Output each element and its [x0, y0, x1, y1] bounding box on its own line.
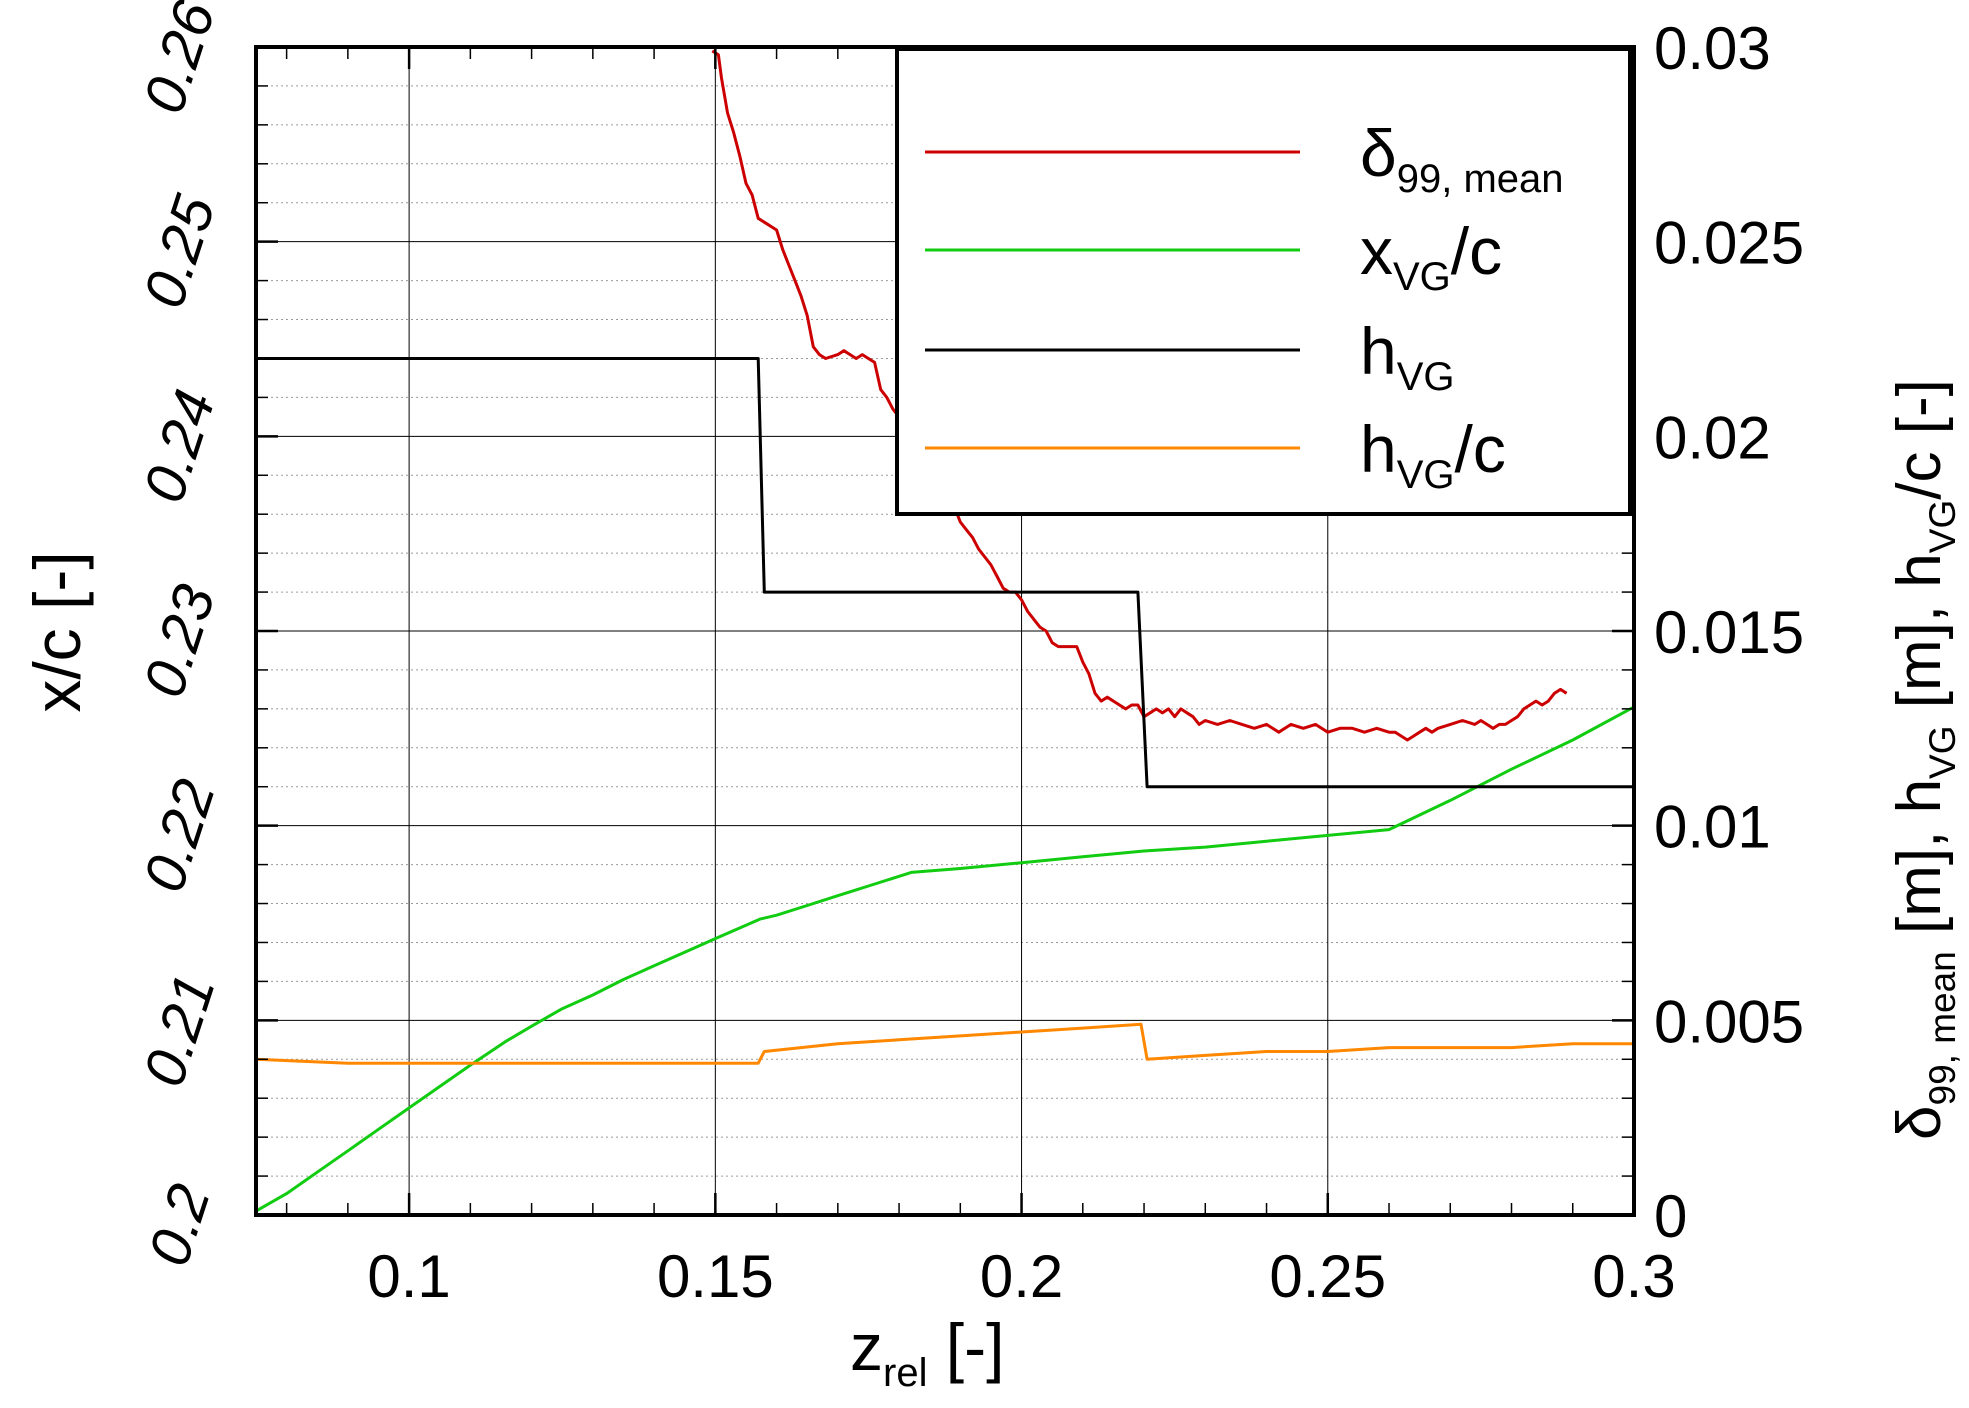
series-line-delta: [711, 49, 1568, 742]
y-left-tick-label: 0.22: [131, 772, 228, 899]
y-right-axis-title: δ99, mean [m], hVG [m], hVG/c [-]: [1885, 379, 1963, 1140]
x-tick-label: 0.25: [1269, 1243, 1386, 1310]
series-line-xvg: [255, 705, 1635, 1213]
y-left-tick-label: 0.21: [131, 967, 228, 1094]
legend-box: [895, 47, 1632, 516]
legend-label-delta-part: δ: [1360, 116, 1397, 190]
y-right-tick-label: 0: [1654, 1183, 1687, 1250]
legend-label-delta-part: 99, mean: [1397, 157, 1564, 201]
series-line-hvg: [256, 357, 1634, 789]
y-right-tick-label: 0.01: [1654, 794, 1771, 861]
y-right-tick-label: 0.02: [1654, 404, 1771, 471]
x-tick-label: 0.1: [367, 1243, 450, 1310]
y-right-axis-title-part: /c [-]: [1885, 379, 1954, 500]
legend-label-xvg: xVG/c: [1360, 214, 1502, 299]
legend-label-hvgc-part: h: [1360, 412, 1397, 486]
legend-label-hvgc: hVG/c: [1360, 412, 1506, 497]
y-right-tick-label: 0.005: [1654, 988, 1804, 1055]
y-right-axis-title-part: [m], h: [1885, 779, 1954, 951]
legend-label-hvg-part: VG: [1397, 355, 1455, 399]
y-left-tick-label: 0.23: [131, 577, 228, 704]
y-left-tick-label: 0.26: [131, 0, 228, 121]
x-axis-title-part: [-]: [927, 1310, 1004, 1384]
y-right-axis-title-part: δ: [1885, 1105, 1954, 1140]
legend-label-delta: δ99, mean: [1360, 116, 1564, 201]
legend-label-hvgc-part: VG: [1397, 453, 1455, 497]
x-axis-title-part: rel: [883, 1351, 927, 1395]
legend-label-xvg-part: /c: [1451, 214, 1502, 288]
x-tick-label: 0.15: [657, 1243, 774, 1310]
x-tick-label: 0.3: [1592, 1243, 1675, 1310]
y-left-tick-label: 0.24: [131, 383, 228, 510]
legend-label-xvg-part: VG: [1393, 255, 1451, 299]
legend-label-hvgc-part: /c: [1455, 412, 1506, 486]
y-right-axis-title-part: [m], h: [1885, 553, 1954, 725]
x-tick-label: 0.2: [980, 1243, 1063, 1310]
y-left-tick-label: 0.25: [131, 187, 228, 315]
legend-label-xvg-part: x: [1360, 214, 1393, 288]
y-right-axis-title-part: VG: [1922, 725, 1963, 778]
y-right-tick-label: 0.025: [1654, 210, 1804, 277]
x-axis-title-part: z: [850, 1310, 883, 1384]
series-layer: [255, 49, 1635, 1213]
y-right-tick-label: 0.015: [1654, 599, 1804, 666]
y-left-axis-title: x/c [-]: [20, 551, 94, 712]
y-right-axis-title-part: VG: [1922, 500, 1963, 553]
legend-label-hvg: hVG: [1360, 314, 1455, 399]
y-left-tick-label: 0.2: [136, 1177, 223, 1274]
x-axis-title: zrel [-]: [850, 1310, 1004, 1395]
legend-label-hvg-part: h: [1360, 314, 1397, 388]
y-right-axis-title-part: 99, mean: [1922, 951, 1963, 1105]
axis-labels: 0.2 0.21 0.22 0.23 0.24 0.25 0.26 0 0.005 0.01 0.0…: [20, 0, 1963, 1395]
series-line-hvgc: [255, 1022, 1634, 1065]
y-right-tick-label: 0.03: [1654, 15, 1771, 82]
